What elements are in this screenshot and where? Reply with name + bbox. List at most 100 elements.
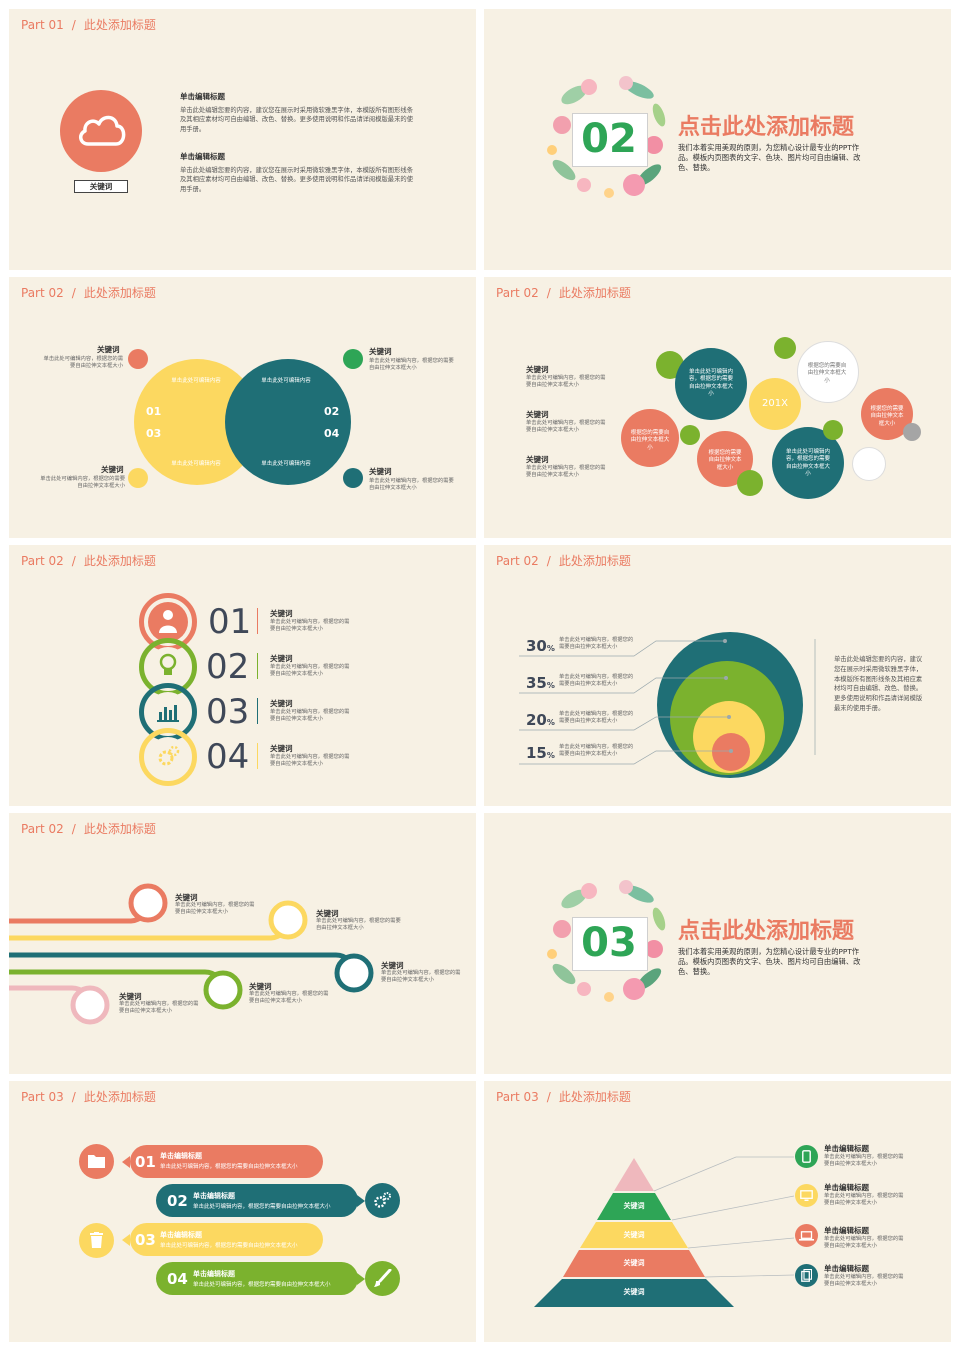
item-4-head: 单击编辑标题 [824,1264,869,1273]
bubble-green-3 [680,425,700,445]
bubble-orange-2 [621,409,679,467]
monitor-icon [800,1190,813,1201]
pill-03-num: 03 [135,1231,156,1249]
ring-yellow [139,728,197,786]
venn-num-02: 02 [324,405,340,418]
pill-01-head: 单击编辑标题 [160,1152,202,1160]
section-number: 03 [581,920,637,966]
dot-green [343,349,363,369]
num-01: 01 [208,602,252,642]
pill-03-head: 单击编辑标题 [160,1231,202,1239]
venn-right [225,359,351,485]
block-1-head: 单击编辑标题 [180,92,225,101]
bubble-yellow [749,378,801,430]
slide-title: Part 03/此处添加标题 [496,1090,631,1104]
desc-2: 单击此处可编辑内容，根据您的需要自由拉伸文本框大小 [526,420,606,434]
person-icon [159,610,177,633]
kw-br: 关键词 [369,467,392,476]
gear-icon-circle [365,1183,400,1218]
kw-4: 关键词 [249,982,272,991]
phone-icon-circle [795,1145,818,1168]
kw-1: 关键词 [270,609,293,618]
num-03: 03 [206,692,250,732]
bubble-gray [903,423,921,441]
leader-lines [519,639,816,765]
item-3-head: 单击编辑标题 [824,1226,869,1235]
pill-02-body: 单击此处可编辑内容，根据您的需要自由拉伸文本框大小 [193,1204,331,1210]
pill-01-pointer [122,1156,130,1168]
dot-teal [343,468,363,488]
section-title: 点击此处添加标题 [678,919,855,944]
kw-3: 关键词 [270,699,293,708]
pill-02-pointer [357,1195,365,1207]
lightbulb-icon [159,653,177,675]
divider-3 [257,698,258,724]
kw-3: 关键词 [526,455,549,464]
slide-title: Part 02/此处添加标题 [496,286,631,300]
slide-10: Part 03/此处添加标题 关键词 关键词 关键词 关键词 单击编辑标题 单击… [484,1081,951,1342]
kw-1: 关键词 [526,365,549,374]
pct-35: 35% [526,674,555,692]
section-body: 我们本着实用美观的原则，为您精心设计最专业的PPT作品。模板内页图表的文字、色块… [678,143,861,172]
pct-20: 20% [526,711,555,729]
ring-teal-inner [148,692,188,732]
venn-right-bottom-text: 单击此处可编辑内容 [261,461,311,467]
desc-2: 单击此处可编辑内容，根据您的需要自由拉伸文本框大小 [270,664,350,678]
pill-01 [130,1145,323,1178]
venn-num-04: 04 [324,427,340,440]
bubble-green-5 [823,420,843,440]
bubble-white-1-text: 根据您的需要自由拉伸文本框大小 [807,363,847,384]
kw-1: 关键词 [175,893,198,902]
pill-02-num: 02 [167,1192,188,1210]
section-number: 02 [581,116,637,162]
slide-title: Part 03/此处添加标题 [21,1090,156,1104]
kw-tr: 关键词 [369,347,392,356]
laptop-icon [799,1231,814,1241]
desc-4: 单击此处可编辑内容，根据您的需要自由拉伸文本框大小 [270,754,350,768]
slide-7: Part 02/此处添加标题 关键词 单击此处可编辑内容，根据您的需要自由拉伸文… [9,813,476,1074]
divider-1 [257,608,258,634]
slide-3: Part 02/此处添加标题 单击此处可编辑内容 单击此处可编辑内容 单击此处可… [9,277,476,538]
number-card [572,917,648,971]
bubble-orange-1-text: 根据您的需要自由拉伸文本框大小 [870,406,904,427]
slide-6: Part 02/此处添加标题 30% 单击此处可编辑内容，根据您的需要自由拉伸文… [484,545,951,806]
slide-5: Part 02/此处添加标题 01 02 03 04 关键词 单击此处可编辑内容… [9,545,476,806]
slide-title: Part 01/此处添加标题 [21,18,156,32]
num-02: 02 [206,647,250,687]
section-title: 点击此处添加标题 [678,115,855,140]
venn-left-top-text: 单击此处可编辑内容 [171,378,221,384]
bubble-year: 201X [762,398,788,409]
kw-4: 关键词 [270,744,293,753]
slide-4: Part 02/此处添加标题 关键词 单击此处可编辑内容，根据您的需要自由拉伸文… [484,277,951,538]
kw-tl: 关键词 [97,345,120,354]
layer-label-2: 关键词 [623,1231,645,1239]
pill-03-pointer [122,1234,130,1246]
kw-bl: 关键词 [101,465,124,474]
number-card [572,113,648,167]
block-2-head: 单击编辑标题 [180,152,225,161]
item-2-body: 单击此处可编辑内容，根据您的需要自由拉伸文本框大小 [824,1193,904,1207]
bubble-orange-2-text: 根据您的需要自由拉伸文本框大小 [630,430,670,451]
venn-num-01: 01 [146,405,162,418]
flower-wreath [547,880,666,1002]
cloud-icon [79,115,126,146]
timeline-lines [9,883,374,1025]
section-body: 我们本着实用美观的原则，为您精心设计最专业的PPT作品。模板内页图表的文字、色块… [678,947,861,976]
desc-4: 单击此处可编辑内容，根据您的需要自由拉伸文本框大小 [559,744,634,758]
ring-orange-inner [148,602,188,642]
slide-1: Part 01/此处添加标题 关键词 单击编辑标题 单击此处编辑您要的内容，建议… [9,9,476,270]
desc-tr: 单击此处可编辑内容，根据您的需要自由拉伸文本框大小 [369,358,454,372]
kw-2: 关键词 [316,909,339,918]
desc-1: 单击此处可编辑内容，根据您的需要自由拉伸文本框大小 [175,902,255,916]
item-4-body: 单击此处可编辑内容，根据您的需要自由拉伸文本框大小 [824,1274,904,1288]
kw-3: 关键词 [381,961,404,970]
divider-4 [257,743,258,769]
desc-3: 单击此处可编辑内容，根据您的需要自由拉伸文本框大小 [381,970,461,984]
bubble-orange-3-text: 根据您的需要自由拉伸文本框大小 [708,450,742,471]
slide-2: 02 点击此处添加标题 我们本着实用美观的原则，为您精心设计最专业的PPT作品。… [484,9,951,270]
item-3-body: 单击此处可编辑内容，根据您的需要自由拉伸文本框大小 [824,1236,904,1250]
item-1-body: 单击此处可编辑内容，根据您的需要自由拉伸文本框大小 [824,1154,904,1168]
slide-8: 03 点击此处添加标题 我们本着实用美观的原则，为您精心设计最专业的PPT作品。… [484,813,951,1074]
block-1-body: 单击此处编辑您要的内容，建议您在展示时采用微软雅黑字体，本模版所有图形线条及其相… [180,107,413,133]
pill-03-body: 单击此处可编辑内容，根据您的需要自由拉伸文本框大小 [160,1243,298,1249]
